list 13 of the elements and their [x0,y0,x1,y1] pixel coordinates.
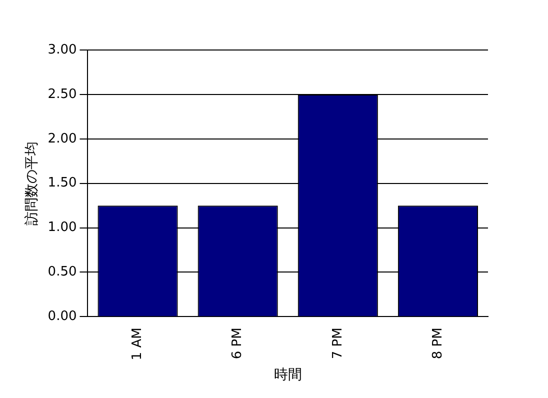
y-axis-title: 訪問数の平均 [24,141,40,226]
y-tick-label: 2.50 [48,86,77,102]
x-axis-title: 時間 [274,367,302,384]
x-tick-label: 7 PM [330,328,346,360]
y-tick-label: 1.00 [48,220,77,236]
y-tick-label: 3.00 [48,42,77,58]
y-tick-label: 0.50 [48,264,77,280]
x-tick-label: 1 AM [130,328,146,360]
y-tick-label: 2.00 [48,131,77,146]
y-tick-label: 0.00 [48,309,77,324]
x-tick-label: 6 PM [230,328,246,360]
y-tick-label: 1.50 [48,176,77,191]
x-tick-label: 8 PM [430,328,446,360]
